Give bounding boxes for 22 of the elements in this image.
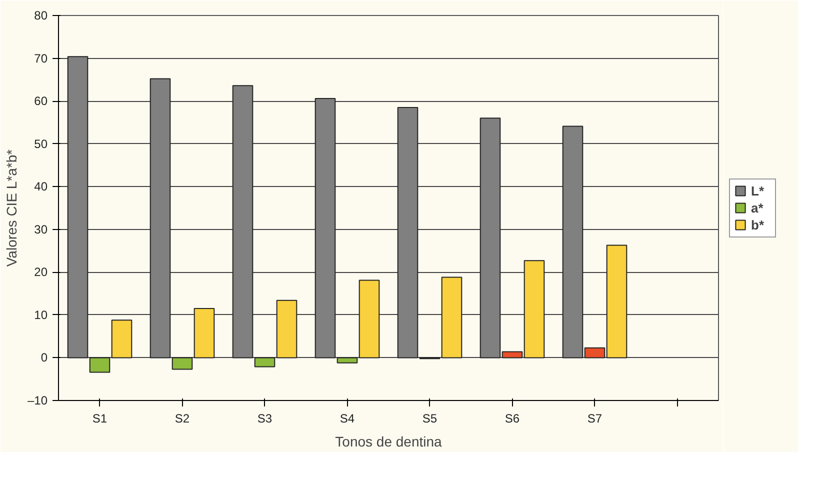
y-axis-title: Valores CIE L*a*b*: [3, 148, 20, 267]
x-tick-label: S3: [257, 412, 272, 426]
y-tick-label: 40: [34, 180, 48, 194]
y-tick-label: 0: [40, 350, 48, 365]
x-tick-label: S2: [174, 412, 190, 426]
x-tick-label: S7: [587, 412, 602, 426]
x-tick-label: S6: [504, 412, 520, 426]
x-tick-label: S5: [422, 412, 438, 426]
x-tick-label: S1: [92, 412, 108, 426]
y-tick-label: 10: [34, 308, 48, 322]
legend-label: a*: [751, 200, 764, 215]
x-axis-title: Tonos de dentina: [335, 434, 442, 450]
y-tick-label: 30: [34, 222, 48, 236]
y-tick-label: 70: [34, 51, 48, 66]
y-tick-label: 50: [34, 136, 48, 151]
y-tick-label: –10: [27, 394, 48, 408]
y-tick-label: 80: [34, 8, 48, 22]
y-tick-label: 20: [34, 265, 48, 280]
legend-label: L*: [751, 183, 765, 198]
y-tick-label: 60: [34, 94, 48, 108]
legend-label: b*: [751, 217, 765, 232]
x-tick-label: S4: [340, 412, 355, 426]
